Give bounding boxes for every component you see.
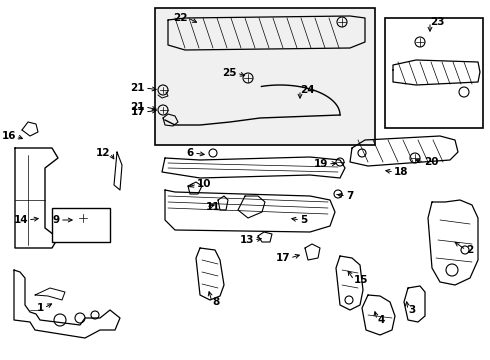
Text: 22: 22 — [173, 13, 188, 23]
Text: 17: 17 — [275, 253, 290, 263]
Text: 25: 25 — [222, 68, 237, 78]
Text: 15: 15 — [354, 275, 368, 285]
Text: 6: 6 — [187, 148, 194, 158]
Bar — [52, 208, 110, 242]
Text: 1: 1 — [37, 303, 44, 313]
Text: 23: 23 — [430, 17, 444, 27]
Text: 17: 17 — [130, 107, 145, 117]
Text: 11: 11 — [206, 202, 220, 212]
Text: 16: 16 — [1, 131, 16, 141]
Text: 2: 2 — [466, 245, 473, 255]
Text: 4: 4 — [377, 315, 384, 325]
Text: 3: 3 — [408, 305, 415, 315]
Text: 21: 21 — [130, 83, 145, 93]
Text: 9: 9 — [53, 215, 60, 225]
Bar — [385, 18, 483, 128]
Text: 19: 19 — [314, 159, 328, 169]
Text: 7: 7 — [346, 191, 353, 201]
Text: 10: 10 — [197, 179, 212, 189]
Text: 14: 14 — [13, 215, 28, 225]
Text: 8: 8 — [212, 297, 219, 307]
Text: 18: 18 — [394, 167, 409, 177]
Text: 12: 12 — [96, 148, 110, 158]
Text: 24: 24 — [300, 85, 315, 95]
Text: 13: 13 — [240, 235, 254, 245]
Text: 5: 5 — [300, 215, 307, 225]
Bar — [155, 8, 375, 145]
Text: 21: 21 — [130, 102, 145, 112]
Text: 20: 20 — [424, 157, 439, 167]
